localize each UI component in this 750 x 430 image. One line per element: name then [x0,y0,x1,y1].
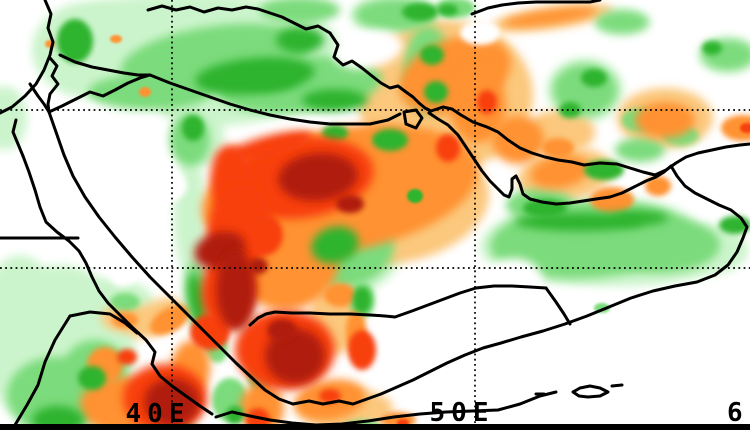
anomaly-blob [319,389,341,403]
anomaly-blob [247,215,283,255]
border-jordan-valley-border [46,56,60,114]
anomaly-blob [143,167,187,203]
border-iran-iraq-border [328,31,433,113]
anomaly-blob [117,349,137,365]
anomaly-blob [57,19,93,63]
anomaly-blob [302,89,368,111]
anomaly-blob [216,250,256,330]
anomaly-blob [721,115,750,141]
border-syria-jordan-border [58,53,152,77]
anomaly-blob [110,257,142,287]
border-saudi-iraq-border [148,73,402,126]
anomaly-blob [0,86,27,150]
anomaly-blob [267,319,297,341]
anomaly-blob [402,3,438,21]
anomaly-blob [248,258,268,274]
anomaly-blob [420,45,444,65]
anomaly-blob [139,87,151,97]
anomaly-blob [436,134,460,162]
border-suez-coast [11,118,25,158]
anomaly-blob [80,4,144,32]
anomaly-blob [702,41,722,55]
anomaly-blob [226,406,244,424]
anomaly-blob [110,293,140,311]
border-kuwait-border [402,108,424,130]
anomaly-blob [460,21,500,45]
anomaly-blob [438,4,458,16]
anomaly-blob [336,195,364,213]
anomaly-blob [353,287,371,313]
anomaly-blob [190,314,230,350]
anomaly-blob [311,226,359,264]
anomaly-blob [110,35,122,43]
anomaly-blob [502,7,598,27]
anomaly-blob [581,69,607,87]
border-iran-gulf-coast [429,105,750,177]
anomaly-blob [150,304,190,336]
anomaly-blob [372,129,408,151]
anomaly-blob [612,211,668,225]
anomaly-blob [333,31,403,69]
anomaly-blob [278,152,358,202]
border-socotra-island [571,384,610,399]
border-sudan-eritrea-border [68,310,139,335]
anomaly-blob [596,11,648,33]
anomaly-blob [600,217,720,273]
anomaly-blob [324,283,356,307]
anomaly-blob [223,131,313,163]
border-arabian-coast [47,110,749,406]
border-mediterranean-coast [0,0,55,115]
border-saudi-oman-border [474,284,548,290]
border-caspian-coast [470,0,602,16]
anomaly-blob [276,27,324,53]
border-jordan-saudi-border [47,73,152,114]
anomaly-blob [542,138,574,158]
border-african-red-sea-coast [21,154,214,416]
border-arab-gulf-coast [427,111,673,206]
anomaly-blob [0,255,52,345]
anomaly-blob [477,90,497,114]
axis-label-40e: 40E [126,399,191,429]
border-somalia-coast [214,390,558,427]
axis-label-50e: 50E [430,398,495,428]
anomaly-blob [407,189,423,203]
border-egypt-israel-border [28,82,51,114]
axis-label-6: 6 [727,398,749,428]
border-turkey-syria-border [146,4,332,35]
border-saudi-yemen-border [248,286,478,327]
anomaly-blob [740,123,750,133]
anomaly-blob [322,125,348,141]
anomaly-blob [78,366,106,390]
anomaly-blob [645,176,671,196]
anomaly-blob [265,328,325,384]
anomaly-blob [492,116,544,164]
map-frame [0,424,750,430]
border-island-dash-2 [610,383,624,388]
anomaly-blob [559,102,581,118]
anomaly-blob [615,138,665,162]
anomaly-blob [635,102,695,138]
bottom-axis-bar [0,424,750,430]
axis-tick-labels: 40E 50E 6 [126,398,749,429]
border-ethiopia-sudan-border [10,314,72,430]
border-yemen-oman-border [544,286,572,326]
anomaly-blob [182,115,204,141]
anomaly-blob [348,330,376,370]
anomaly-blob [242,67,298,89]
anomaly-blob [424,81,448,103]
